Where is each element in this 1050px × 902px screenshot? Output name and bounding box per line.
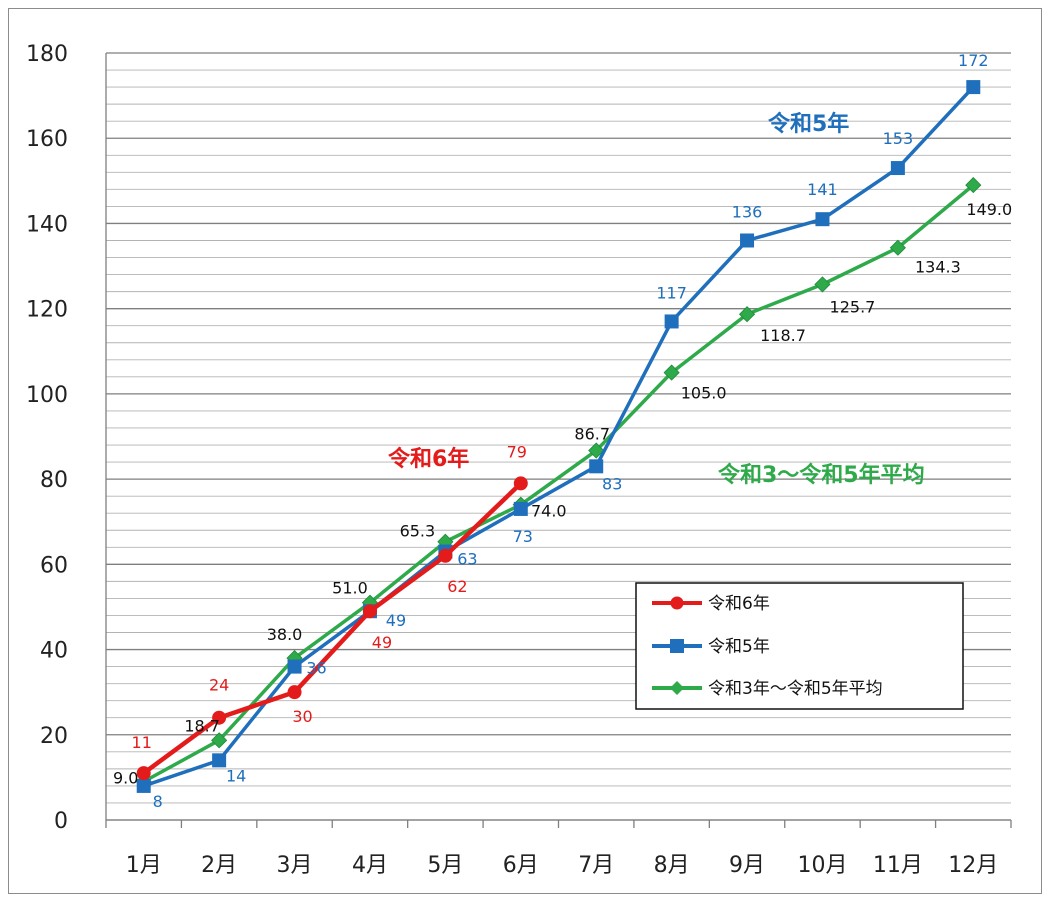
- data-point: [664, 314, 679, 329]
- legend-label-reiwa6: 令和6年: [708, 594, 770, 614]
- data-point: [513, 501, 528, 516]
- x-tick-label: 11月: [873, 853, 923, 878]
- data-label: 153: [883, 129, 914, 148]
- series-2: [135, 177, 982, 790]
- data-label: 83: [602, 474, 622, 493]
- x-tick-label: 12月: [948, 853, 998, 878]
- series-0: [136, 476, 528, 781]
- data-point: [589, 459, 604, 474]
- data-label: 65.3: [400, 522, 436, 541]
- x-tick-label: 5月: [427, 853, 463, 878]
- annotations: 令和5年 令和6年 令和3～令和5年平均: [388, 111, 925, 488]
- x-tick-label: 4月: [352, 853, 388, 878]
- data-point: [966, 80, 981, 95]
- y-tick-label: 160: [26, 127, 68, 152]
- x-tick-label: 10月: [797, 853, 847, 878]
- x-tick-label: 6月: [503, 853, 539, 878]
- data-point: [211, 732, 228, 749]
- legend-item-reiwa6: 令和6年: [652, 594, 770, 614]
- data-label: 24: [209, 676, 229, 695]
- data-label: 36: [306, 659, 326, 678]
- data-label: 125.7: [830, 297, 876, 316]
- data-label: 18.7: [184, 716, 220, 735]
- data-point: [588, 442, 605, 459]
- data-label: 117: [656, 283, 687, 302]
- data-point: [287, 685, 302, 700]
- x-tick-label: 2月: [201, 853, 237, 878]
- legend-label-average: 令和3年～令和5年平均: [708, 679, 883, 699]
- data-label: 86.7: [574, 425, 610, 444]
- data-label: 11: [132, 733, 152, 752]
- x-tick-label: 7月: [578, 853, 614, 878]
- data-point: [438, 548, 453, 563]
- data-label: 79: [507, 442, 527, 461]
- data-label: 14: [226, 766, 246, 785]
- data-label: 9.0: [113, 769, 138, 788]
- legend-item-average: 令和3年～令和5年平均: [652, 679, 883, 699]
- series-lines: [135, 80, 982, 793]
- data-point: [815, 212, 830, 227]
- y-tick-label: 140: [26, 212, 68, 237]
- data-point: [965, 177, 982, 194]
- data-label: 62: [447, 577, 467, 596]
- data-point: [740, 233, 755, 248]
- y-tick-label: 80: [40, 468, 68, 493]
- data-label: 38.0: [267, 625, 303, 644]
- data-label: 136: [732, 202, 763, 221]
- legend-item-reiwa5: 令和5年: [652, 637, 770, 657]
- y-tick-label: 180: [26, 42, 68, 67]
- data-point: [513, 476, 528, 491]
- data-label: 63: [457, 550, 477, 569]
- y-tick-labels: 0 20 40 60 80 100 120 140 160 180: [26, 42, 68, 834]
- data-point: [212, 753, 227, 768]
- data-point: [136, 778, 151, 793]
- data-label: 134.3: [915, 258, 961, 277]
- data-point: [287, 659, 302, 674]
- series-line: [143, 85, 975, 788]
- data-point: [814, 276, 831, 293]
- data-label: 49: [386, 611, 406, 630]
- x-tick-label: 3月: [277, 853, 313, 878]
- data-point: [889, 239, 906, 256]
- data-point: [362, 604, 377, 619]
- data-point: [136, 766, 151, 781]
- data-label: 8: [153, 792, 163, 811]
- series-line: [142, 481, 523, 775]
- data-label: 149.0: [966, 200, 1012, 219]
- y-tick-label: 100: [26, 383, 68, 408]
- data-label: 118.7: [760, 326, 806, 345]
- data-label: 172: [958, 51, 989, 70]
- data-label: 141: [807, 180, 838, 199]
- data-label: 51.0: [332, 579, 368, 598]
- data-point: [738, 306, 756, 323]
- data-point: [212, 710, 227, 725]
- annotation-reiwa6: 令和6年: [388, 446, 469, 472]
- y-tick-label: 60: [40, 553, 68, 578]
- y-tick-label: 40: [40, 639, 68, 664]
- data-label: 74.0: [531, 502, 567, 521]
- y-tick-label: 120: [26, 298, 68, 323]
- legend: 令和6年 令和5年 令和3年～令和5年平均: [635, 582, 964, 710]
- data-label: 105.0: [681, 384, 727, 403]
- x-tick-label: 1月: [126, 853, 162, 878]
- data-label: 73: [513, 527, 533, 546]
- y-tick-label: 20: [40, 724, 68, 749]
- axes: [105, 53, 1012, 828]
- y-tick-label: 0: [54, 809, 68, 834]
- legend-label-reiwa5: 令和5年: [708, 637, 770, 657]
- series-line: [142, 183, 975, 784]
- data-labels: 11 24 30 49 62 79 8 14 36 49 63 73 83 117 136 141 153 172…: [113, 51, 1012, 811]
- x-tick-labels: 1月 2月 3月 4月 5月 6月 7月 8月 9月 10月 11月 12月: [126, 853, 999, 878]
- x-tick-label: 8月: [654, 853, 690, 878]
- data-label: 30: [292, 707, 312, 726]
- x-tick-label: 9月: [729, 853, 765, 878]
- data-point: [890, 161, 905, 176]
- annotation-average: 令和3～令和5年平均: [718, 462, 925, 488]
- data-point: [663, 364, 680, 381]
- annotation-reiwa5: 令和5年: [768, 111, 849, 137]
- data-label: 49: [372, 633, 392, 652]
